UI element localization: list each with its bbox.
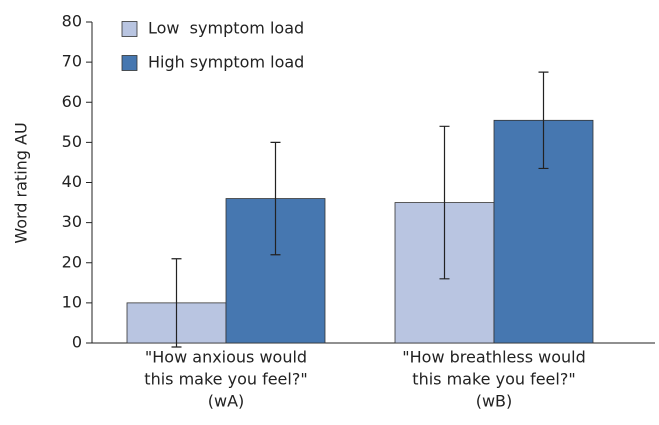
x-tick-label: this make you feel?" xyxy=(144,370,307,389)
x-tick-label: this make you feel?" xyxy=(412,370,575,389)
y-tick-label: 50 xyxy=(62,132,82,151)
legend-label: Low symptom load xyxy=(148,19,304,38)
y-tick-label: 30 xyxy=(62,212,82,231)
y-tick-label: 20 xyxy=(62,252,82,271)
error-bar xyxy=(171,258,182,348)
y-tick-label: 10 xyxy=(62,292,82,311)
y-tick-label: 60 xyxy=(62,92,82,111)
y-tick-label: 80 xyxy=(62,12,82,31)
x-tick-label: "How breathless would xyxy=(402,348,585,367)
x-tick-label: (wA) xyxy=(208,392,245,411)
x-tick-label: (wB) xyxy=(476,392,513,411)
error-bar xyxy=(538,71,549,170)
legend-swatch xyxy=(121,21,138,37)
y-tick-label: 70 xyxy=(62,52,82,71)
error-bar xyxy=(439,125,450,280)
error-bar xyxy=(270,141,281,256)
y-tick-label: 0 xyxy=(72,333,82,352)
x-tick-label: "How anxious would xyxy=(145,348,307,367)
legend-swatch xyxy=(121,55,138,71)
y-axis-label: Word rating AU xyxy=(12,122,31,243)
y-tick-label: 40 xyxy=(62,172,82,191)
legend-label: High symptom load xyxy=(148,53,304,72)
